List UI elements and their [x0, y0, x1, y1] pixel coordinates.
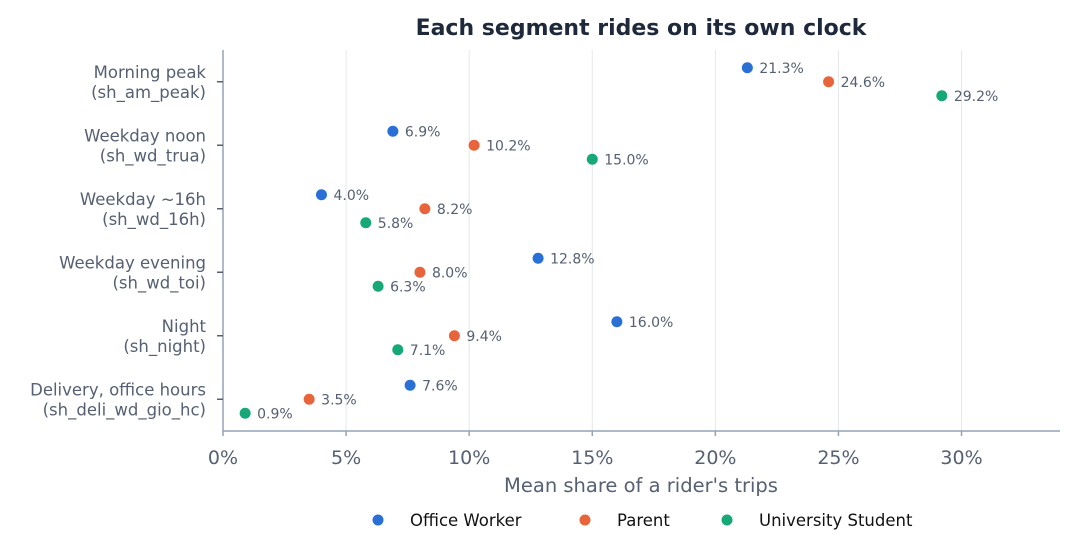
legend-label: Parent — [617, 511, 670, 530]
data-label: 29.2% — [954, 89, 998, 105]
category-label: Weekday evening (sh_wd_toi) — [59, 253, 206, 293]
data-label: 15.0% — [604, 152, 648, 168]
category-label: Weekday ~16h (sh_wd_16h) — [80, 190, 206, 230]
x-tick-label: 0% — [208, 447, 238, 469]
category-name: Weekday ~16h — [80, 190, 206, 209]
legend-label: University Student — [759, 511, 913, 530]
x-tick-label: 15% — [571, 447, 613, 469]
category-label: Weekday noon (sh_wd_trua) — [84, 126, 206, 166]
legend-label: Office Worker — [410, 511, 522, 530]
data-label: 9.4% — [466, 329, 502, 345]
data-point — [387, 125, 399, 137]
data-point — [303, 393, 315, 405]
data-point — [419, 203, 431, 215]
category-label: Night (sh_night) — [123, 317, 206, 357]
category-code: (sh_deli_wd_gio_hc) — [43, 400, 206, 420]
legend-marker — [721, 514, 733, 526]
data-label: 7.1% — [410, 343, 446, 359]
data-label: 8.2% — [437, 202, 473, 218]
category-labels: Morning peak (sh_am_peak)Weekday noon (sh_… — [30, 63, 206, 421]
legend: Office Worker Parent University Student — [372, 511, 913, 530]
data-label: 24.6% — [841, 75, 885, 91]
x-tick-label: 5% — [331, 447, 361, 469]
x-axis-title: Mean share of a rider's trips — [504, 474, 778, 497]
data-point — [532, 252, 544, 264]
x-tick-label: 30% — [940, 447, 982, 469]
data-label: 21.3% — [759, 61, 803, 77]
data-label: 6.3% — [390, 279, 426, 295]
chart-title: Each segment rides on its own clock — [416, 16, 868, 41]
data-point — [360, 217, 372, 229]
category-name: Delivery, office hours — [30, 380, 206, 399]
category-name: Morning peak — [94, 63, 207, 82]
data-label: 7.6% — [422, 378, 458, 394]
data-point — [239, 407, 251, 419]
data-point — [611, 316, 623, 328]
data-label: 3.5% — [321, 392, 357, 408]
data-point — [404, 379, 416, 391]
data-point — [372, 280, 384, 292]
x-tick-label: 10% — [448, 447, 490, 469]
data-label: 4.0% — [333, 188, 369, 204]
data-label: 5.8% — [378, 216, 414, 232]
data-point — [936, 90, 948, 102]
legend-marker — [372, 514, 384, 526]
category-name: Weekday noon — [84, 126, 206, 145]
data-label: 6.9% — [405, 124, 441, 140]
data-point — [414, 266, 426, 278]
data-label: 0.9% — [257, 406, 293, 422]
data-label: 12.8% — [550, 251, 594, 267]
category-name: Night — [162, 317, 207, 336]
data-label: 8.0% — [432, 265, 468, 281]
data-points: 21.3% 6.9% 4.0% 12.8% 16.0% 7.6% 24.6% 10.2% 8.2… — [239, 61, 998, 422]
data-point — [392, 344, 404, 356]
x-tick-label: 20% — [694, 447, 736, 469]
category-code: (sh_wd_16h) — [102, 210, 206, 230]
data-point — [741, 62, 753, 74]
category-code: (sh_wd_trua) — [100, 146, 206, 166]
data-point — [823, 76, 835, 88]
category-label: Morning peak (sh_am_peak) — [91, 63, 206, 103]
data-point — [468, 139, 480, 151]
category-name: Weekday evening — [59, 253, 206, 272]
data-label: 16.0% — [629, 315, 673, 331]
category-label: Delivery, office hours (sh_deli_wd_gio_hc… — [30, 380, 206, 420]
category-code: (sh_am_peak) — [91, 83, 206, 103]
category-code: (sh_night) — [123, 337, 206, 357]
axes: 0% 5% 10% 15% 20% 25% 30% — [208, 50, 1060, 469]
data-label: 10.2% — [486, 138, 530, 154]
data-point — [315, 189, 327, 201]
data-point — [586, 153, 598, 165]
data-point — [448, 330, 460, 342]
category-code: (sh_wd_toi) — [112, 273, 206, 293]
gridlines — [345, 50, 963, 431]
legend-marker — [579, 514, 591, 526]
x-tick-label: 25% — [817, 447, 859, 469]
